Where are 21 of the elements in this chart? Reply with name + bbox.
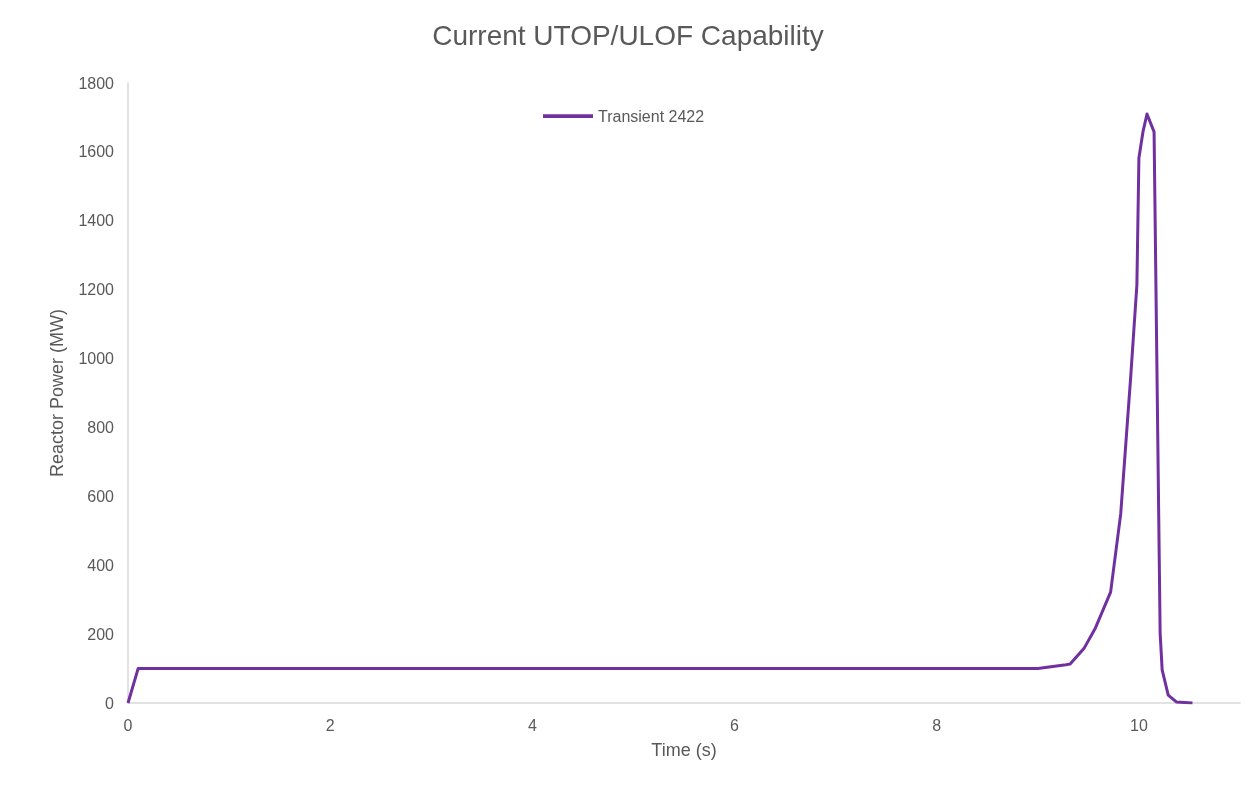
x-tick-label: 0: [123, 716, 133, 734]
y-tick-label: 400: [87, 556, 115, 574]
y-tick-label: 1600: [78, 143, 115, 161]
x-tick-label: 2: [325, 716, 335, 734]
x-axis-title: Time (s): [651, 740, 717, 760]
x-tick-label: 8: [932, 716, 942, 734]
y-tick-label: 1400: [78, 212, 115, 230]
y-tick-label: 600: [87, 487, 115, 505]
y-tick-label: 1000: [78, 350, 115, 368]
y-tick-label: 800: [87, 418, 115, 436]
chart-title: Current UTOP/ULOF Capability: [432, 19, 824, 51]
x-tick-label: 4: [527, 716, 537, 734]
y-tick-label: 0: [105, 694, 115, 712]
legend-label: Transient 2422: [598, 107, 705, 125]
y-tick-label: 1200: [78, 281, 115, 299]
y-tick-label: 1800: [78, 74, 115, 92]
x-tick-label: 10: [1130, 716, 1148, 734]
y-axis-title: Reactor Power (MW): [47, 308, 67, 478]
x-tick-label: 6: [730, 716, 740, 734]
line-series: [126, 112, 1194, 705]
y-tick-label: 200: [87, 625, 115, 643]
